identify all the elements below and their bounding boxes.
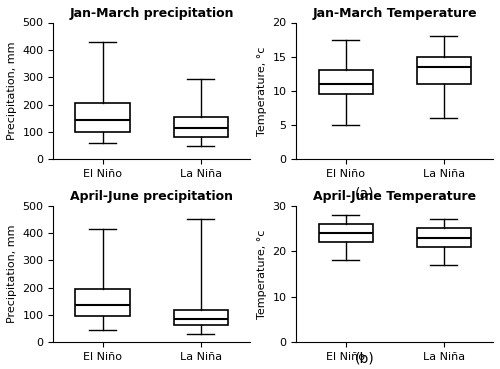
PathPatch shape: [76, 289, 130, 316]
Text: (a): (a): [355, 186, 375, 200]
Title: Jan-March Temperature: Jan-March Temperature: [312, 7, 477, 20]
PathPatch shape: [318, 224, 372, 242]
PathPatch shape: [417, 228, 471, 246]
Title: Jan-March precipitation: Jan-March precipitation: [70, 7, 234, 20]
Text: (b): (b): [355, 351, 375, 365]
Title: April-June Temperature: April-June Temperature: [313, 190, 476, 203]
Y-axis label: Precipitation, mm: Precipitation, mm: [7, 42, 17, 140]
Title: April-June precipitation: April-June precipitation: [70, 190, 233, 203]
Y-axis label: Precipitation, mm: Precipitation, mm: [7, 225, 17, 323]
PathPatch shape: [174, 117, 228, 137]
Y-axis label: Temperature, °c: Temperature, °c: [257, 229, 267, 319]
PathPatch shape: [174, 310, 228, 325]
PathPatch shape: [318, 70, 372, 94]
PathPatch shape: [76, 103, 130, 132]
Y-axis label: Temperature, °c: Temperature, °c: [257, 46, 267, 135]
PathPatch shape: [417, 57, 471, 84]
